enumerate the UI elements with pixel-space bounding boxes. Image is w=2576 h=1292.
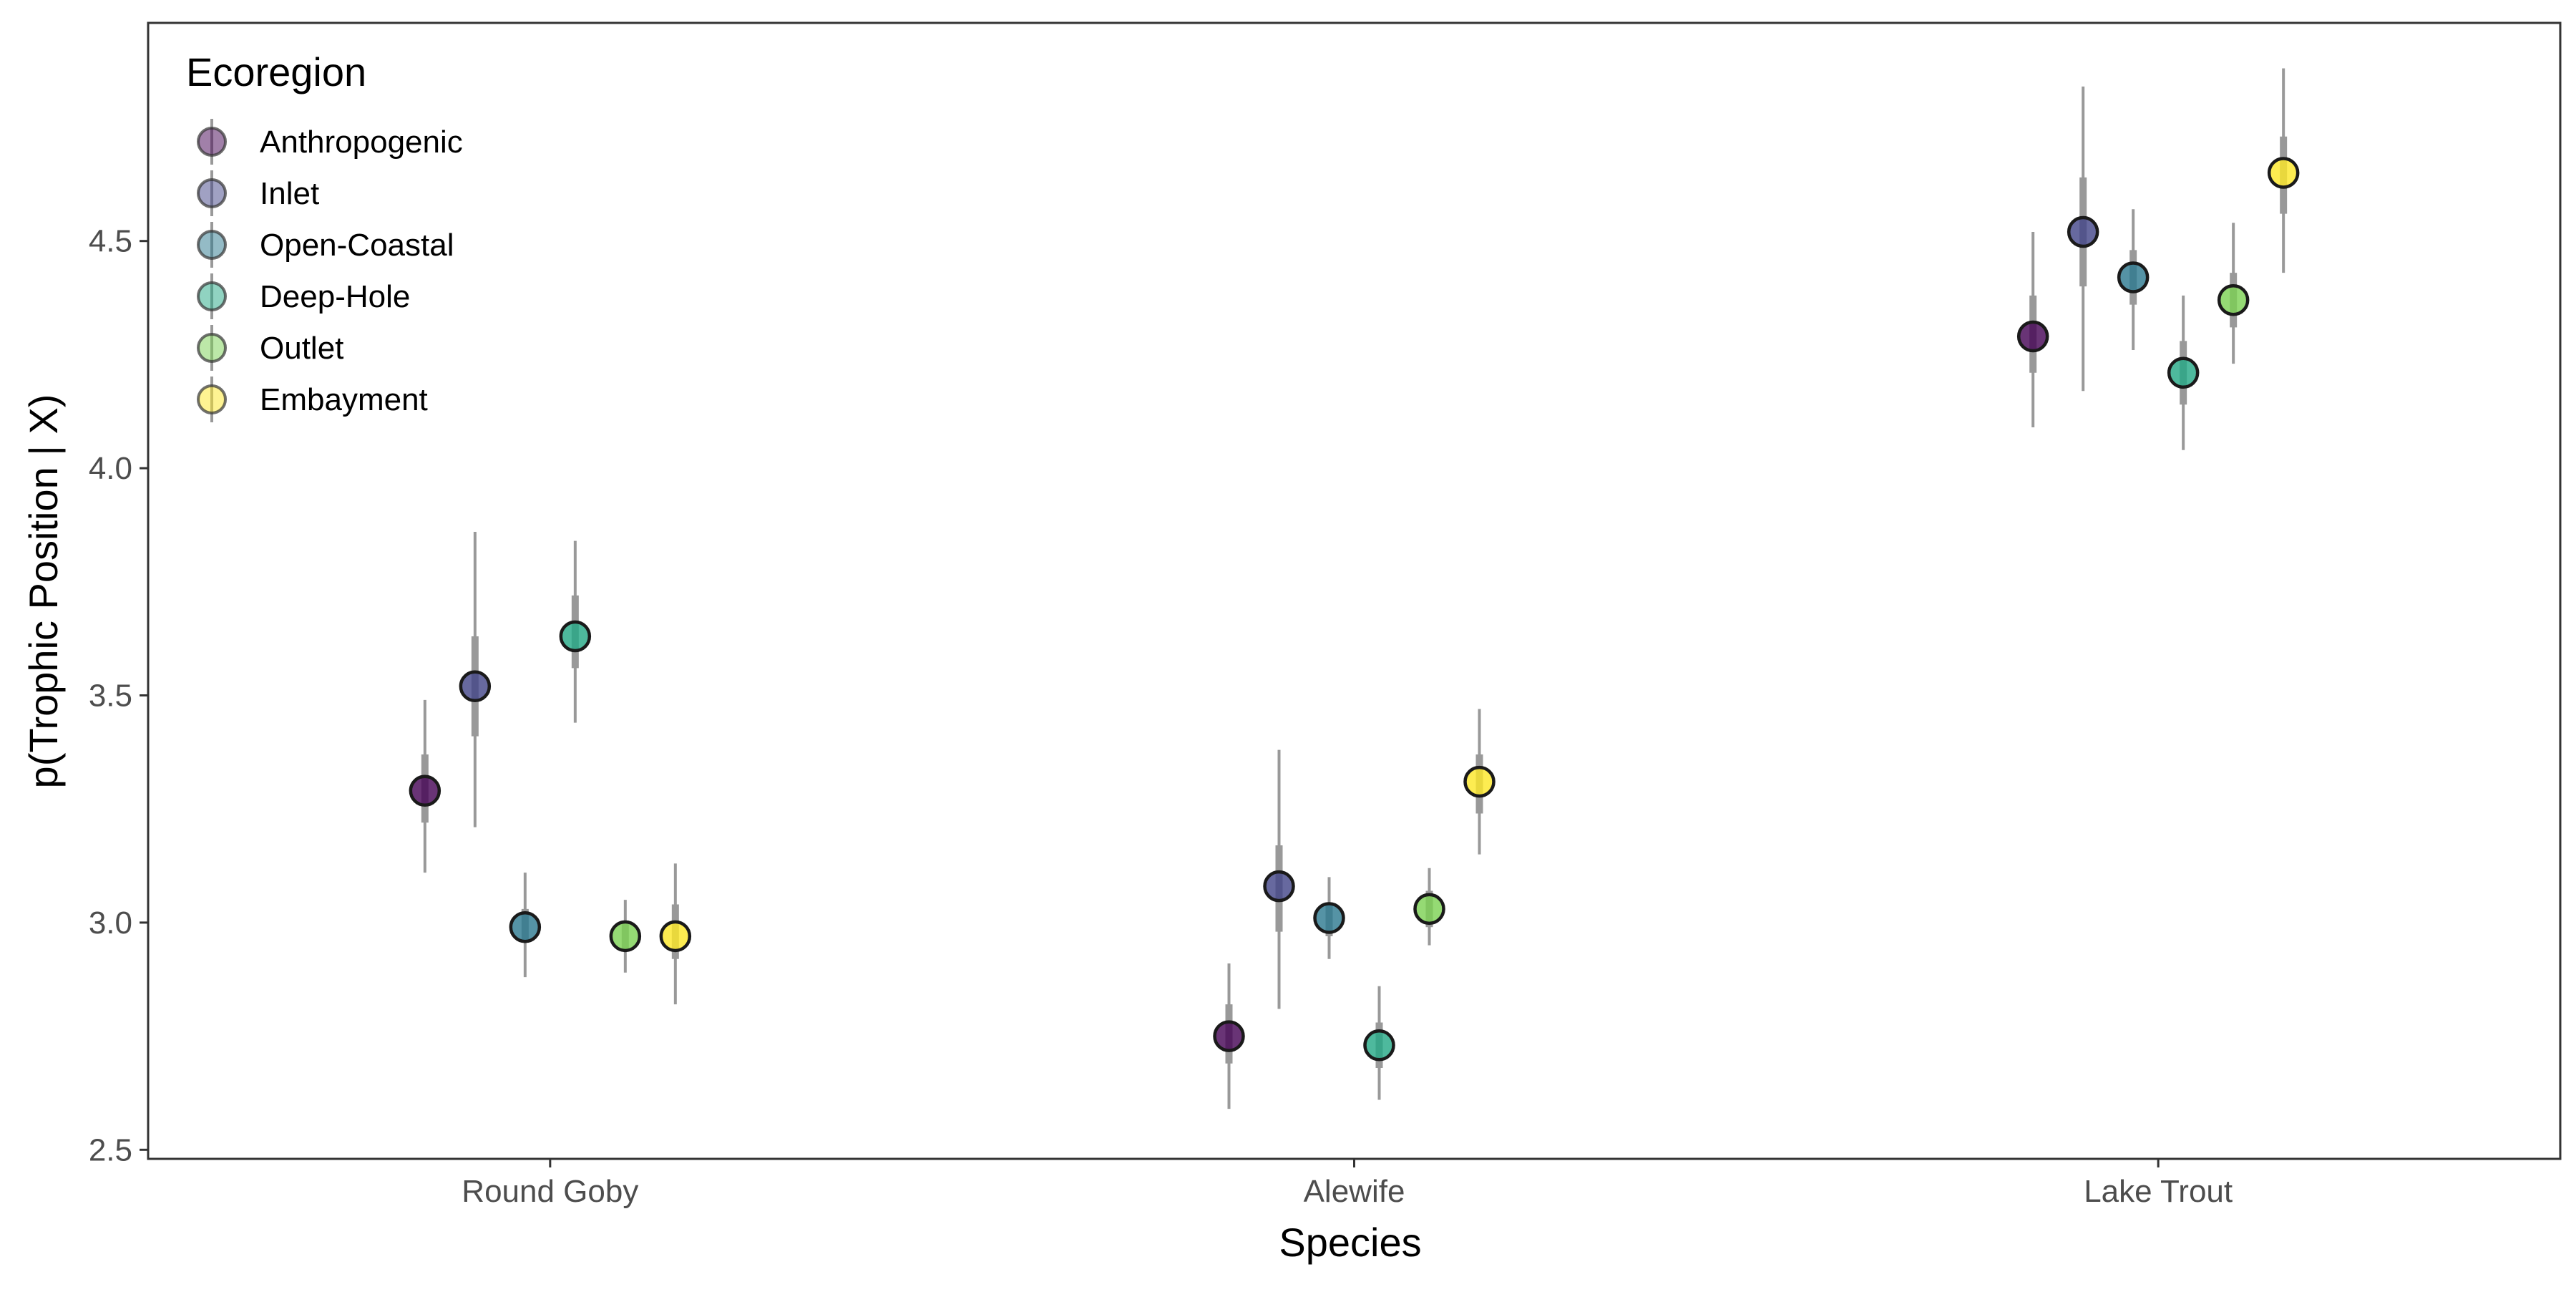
- data-point: [2167, 356, 2200, 389]
- legend-label: Open-Coastal: [260, 228, 454, 263]
- axis-ticks: 2.5 3.0 3.5 4.0 4.5 Round Goby Alewife Lake Tro…: [89, 224, 2233, 1209]
- legend-label: Anthropogenic: [260, 125, 463, 160]
- data-marks: [409, 68, 2300, 1109]
- legend-item: Deep-Hole: [197, 273, 410, 319]
- legend-key-point: [197, 281, 227, 311]
- x-tick-label: Lake Trout: [2084, 1174, 2233, 1209]
- legend-item: Anthropogenic: [197, 119, 463, 165]
- x-tick-label: Alewife: [1304, 1174, 1405, 1209]
- data-point: [1263, 870, 1295, 903]
- y-tick-label: 2.5: [89, 1132, 132, 1167]
- legend: Ecoregion Anthropogenic Inlet Open-Coastal…: [186, 49, 463, 422]
- legend-label: Inlet: [260, 176, 319, 211]
- legend-key-point: [197, 127, 227, 157]
- data-point: [1213, 1020, 1245, 1052]
- legend-item: Open-Coastal: [197, 222, 454, 268]
- y-tick-label: 4.5: [89, 224, 132, 259]
- legend-key-point: [197, 178, 227, 208]
- data-point: [459, 670, 492, 703]
- legend-item: Inlet: [197, 170, 319, 216]
- data-point: [2016, 320, 2049, 353]
- data-point: [2117, 261, 2150, 293]
- x-tick-label: Round Goby: [462, 1174, 638, 1209]
- data-point: [559, 620, 592, 653]
- legend-label: Deep-Hole: [260, 279, 410, 314]
- y-tick-label: 3.5: [89, 679, 132, 714]
- data-point: [2067, 215, 2099, 248]
- panel-border: [147, 21, 2562, 1160]
- y-tick-label: 4.0: [89, 451, 132, 486]
- y-axis-title: p(Trophic Position | X): [21, 394, 66, 789]
- data-point: [2267, 157, 2300, 189]
- legend-key-point: [197, 230, 227, 260]
- data-point: [1413, 893, 1445, 926]
- data-point: [1463, 765, 1496, 798]
- data-point: [609, 920, 642, 953]
- legend-item: Embayment: [197, 377, 428, 422]
- data-point: [509, 911, 542, 943]
- y-tick-label: 3.0: [89, 905, 132, 941]
- legend-key-point: [197, 384, 227, 414]
- data-point: [659, 920, 692, 953]
- data-point: [2217, 283, 2250, 316]
- legend-title: Ecoregion: [186, 49, 366, 94]
- legend-label: Embayment: [260, 382, 428, 417]
- data-point: [1313, 902, 1345, 934]
- legend-label: Outlet: [260, 331, 343, 366]
- data-point: [1363, 1029, 1395, 1062]
- data-point: [409, 774, 441, 807]
- x-axis-title: Species: [1279, 1220, 1421, 1265]
- legend-key-point: [197, 333, 227, 363]
- legend-item: Outlet: [197, 325, 343, 371]
